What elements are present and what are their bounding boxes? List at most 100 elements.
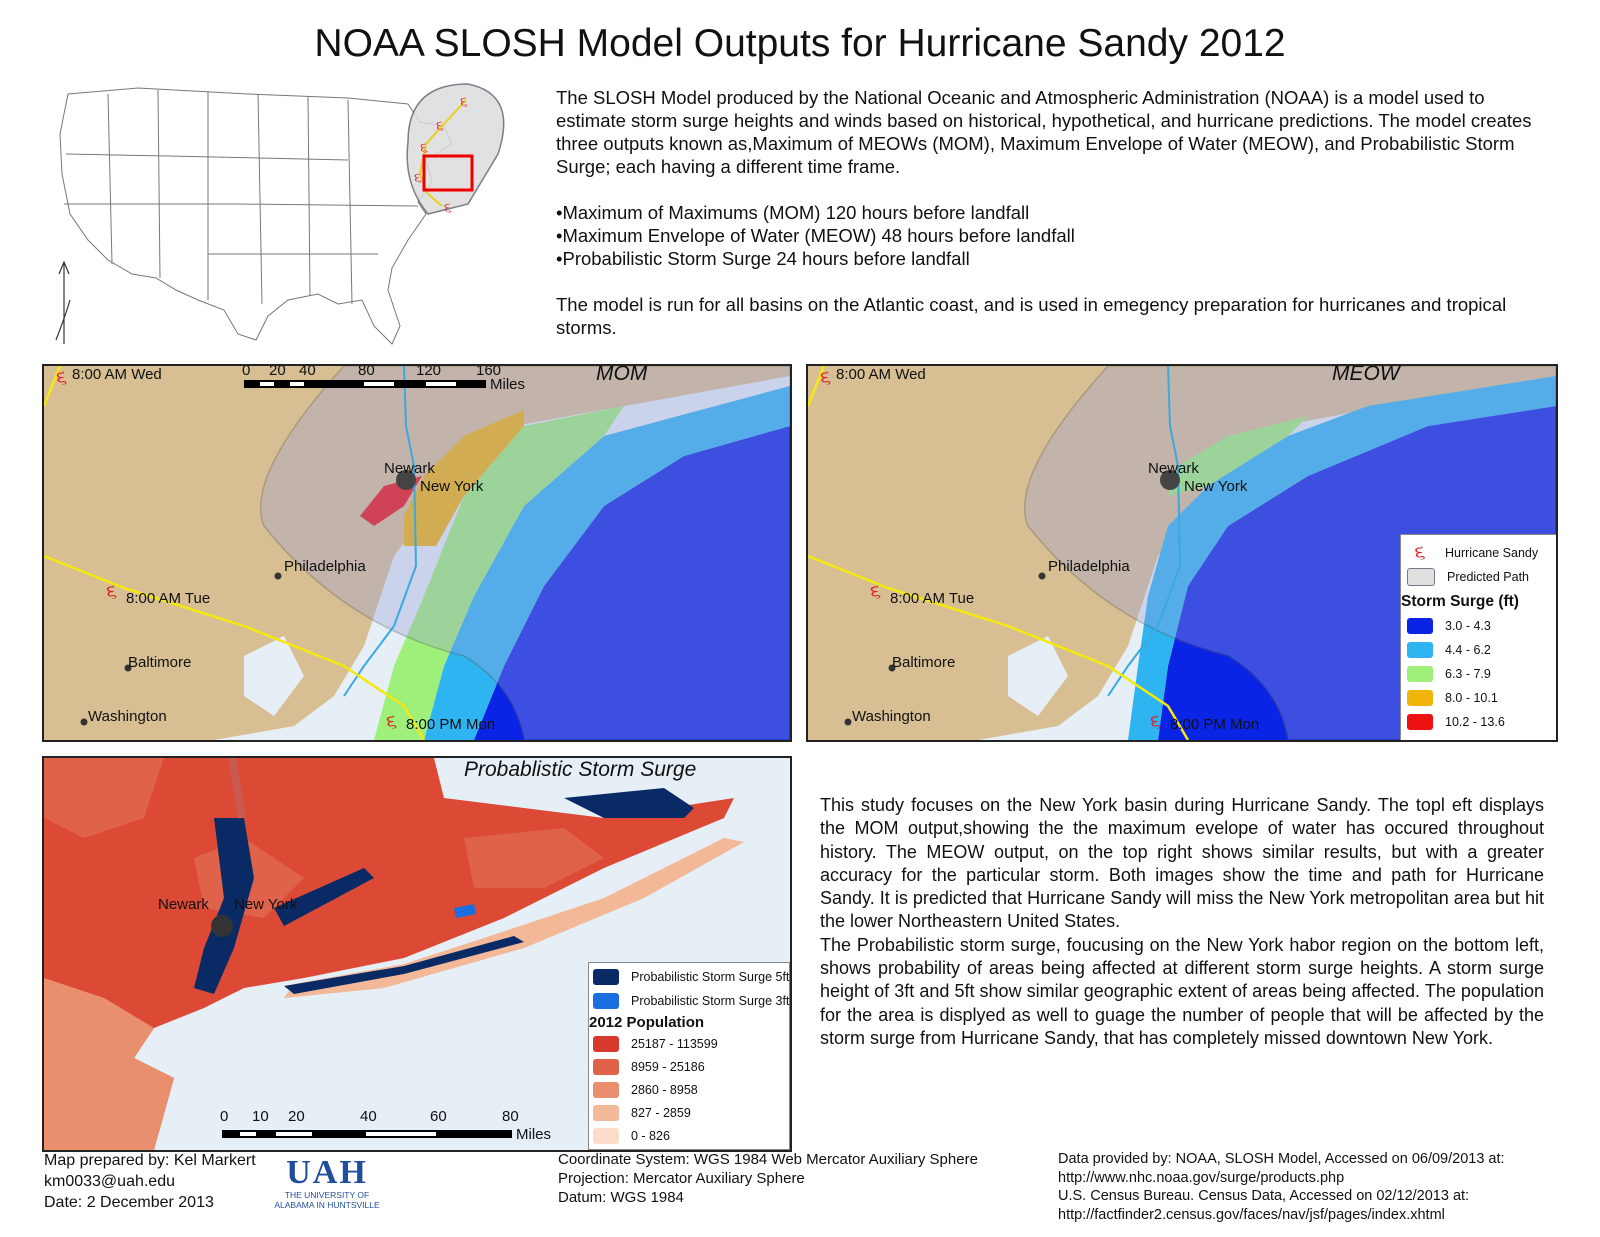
poster-title: NOAA SLOSH Model Outputs for Hurricane S…	[314, 22, 1286, 65]
city-new-york: New York	[420, 478, 484, 495]
svg-text:૬: ૬	[870, 579, 881, 603]
scale-tick: 120	[416, 364, 442, 379]
surge-swatch	[1407, 666, 1433, 682]
svg-text:૬: ૬	[436, 118, 444, 134]
surge-3ft	[454, 904, 476, 918]
us-outline	[59, 87, 453, 345]
pop-class: 25187 - 113599	[631, 1036, 718, 1051]
legend-hurricane: Hurricane Sandy	[1445, 546, 1539, 560]
scale-tick: 40	[299, 364, 316, 379]
scale-bar	[222, 1130, 512, 1138]
mom-title: MOM	[596, 364, 648, 385]
legend-surge3: Probabilistic Storm Surge 3ft	[631, 994, 790, 1008]
scale-tick: 20	[288, 1108, 305, 1125]
track-label-mon: 8:00 PM Mon	[406, 716, 496, 733]
land	[44, 366, 790, 740]
scale-tick: 80	[358, 364, 375, 379]
pop-class: 2860 - 8958	[631, 1082, 698, 1097]
svg-text:૬: ૬	[1150, 709, 1161, 733]
study-area-box	[422, 154, 474, 192]
uah-logo-mark: UAH	[286, 1154, 368, 1191]
svg-text:૬: ૬	[820, 366, 831, 389]
legend-path: Predicted Path	[1447, 570, 1529, 584]
intro-bullets: •Maximum of Maximums (MOM) 120 hours bef…	[556, 201, 1556, 270]
svg-text:૬: ૬	[420, 140, 428, 156]
city-newark: Newark	[384, 460, 435, 477]
svg-text:૬: ૬	[414, 170, 422, 186]
svg-text:૬: ૬	[386, 709, 397, 733]
pop-swatch	[593, 1058, 619, 1075]
predicted-path-cone	[259, 366, 790, 740]
source-census: U.S. Census Bureau. Census Data, Accesse…	[1058, 1188, 1470, 1204]
scale-unit: Miles	[516, 1126, 552, 1143]
uah-line2: ALABAMA IN HUNTSVILLE	[274, 1200, 380, 1210]
surge-swatch	[1407, 618, 1433, 634]
city-newark: Newark	[158, 896, 209, 913]
surge-class: 8.0 - 10.1	[1445, 691, 1498, 705]
meow-title: MEOW	[1332, 364, 1400, 385]
sources-block: Data provided by: NOAA, SLOSH Model, Acc…	[1058, 1150, 1505, 1224]
city-philadelphia: Philadelphia	[284, 558, 366, 575]
svg-text:૬: ૬	[106, 579, 117, 603]
city-new-york: New York	[234, 896, 298, 913]
source-noaa: Data provided by: NOAA, SLOSH Model, Acc…	[1058, 1151, 1505, 1167]
hurricane-icon: ૬	[1414, 541, 1426, 564]
pop-class: 827 - 2859	[631, 1105, 691, 1120]
pop-swatch	[593, 1127, 619, 1144]
city-new-york: New York	[1184, 478, 1248, 495]
bullet-prob: •Probabilistic Storm Surge 24 hours befo…	[556, 248, 970, 269]
pop-swatch	[593, 1035, 619, 1052]
surge-class: 3.0 - 4.3	[1445, 619, 1491, 633]
intro-text: The SLOSH Model produced by the National…	[556, 86, 1556, 362]
author-block: Map prepared by: Kel Markert km0033@uah.…	[44, 1150, 256, 1213]
study-text: This study focuses on the New York basin…	[820, 794, 1544, 1050]
uah-line1: THE UNIVERSITY OF	[284, 1190, 370, 1200]
pop-swatch	[593, 1081, 619, 1098]
pop-class: 8959 - 25186	[631, 1059, 705, 1074]
city-baltimore: Baltimore	[128, 654, 192, 671]
scale-tick: 0	[242, 364, 251, 379]
scale-bar	[244, 380, 486, 388]
svg-text:૬: ૬	[460, 94, 468, 110]
source-noaa-url: http://www.nhc.noaa.gov/surge/products.p…	[1058, 1169, 1345, 1186]
scale-unit: Miles	[490, 376, 526, 393]
legend-surge5: Probabilistic Storm Surge 5ft	[631, 970, 790, 984]
scale-tick: 10	[252, 1108, 269, 1125]
track-label-tue: 8:00 AM Tue	[126, 590, 211, 607]
scale-tick: 20	[269, 364, 286, 379]
svg-text:૬: ૬	[444, 200, 452, 216]
prepared-by: Map prepared by: Kel Markert	[44, 1152, 256, 1169]
svg-text:૬: ૬	[56, 366, 67, 389]
source-census-url: http://factfinder2.census.gov/faces/nav/…	[1058, 1206, 1445, 1223]
pop-class: 0 - 826	[631, 1128, 670, 1143]
surge-class: 4.4 - 6.2	[1445, 643, 1491, 657]
predicted-path-overview	[406, 83, 505, 215]
city-washington: Washington	[88, 708, 167, 725]
study-paragraph-2: The Probabilistic storm surge, foucusing…	[820, 934, 1544, 1048]
surge-swatch	[1407, 642, 1433, 658]
pop-swatch	[593, 1104, 619, 1121]
bullet-mom: •Maximum of Maximums (MOM) 120 hours bef…	[556, 202, 1030, 223]
track-label-tue: 8:00 AM Tue	[890, 590, 975, 607]
prob-title: Probablistic Storm Surge	[464, 758, 697, 781]
mom-map: ૬ ૬ ૬ MOM 0 20 40 80 120 160 Miles 8:00 AM…	[42, 364, 792, 742]
scale-tick: 80	[502, 1108, 519, 1125]
projection-block: Coordinate System: WGS 1984 Web Mercator…	[558, 1150, 978, 1207]
surge3-swatch	[593, 993, 619, 1009]
bullet-meow: •Maximum Envelope of Water (MEOW) 48 hou…	[556, 225, 1075, 246]
surge-5ft	[194, 818, 254, 994]
study-paragraph-1: This study focuses on the New York basin…	[820, 795, 1544, 932]
city-newark: Newark	[1148, 460, 1199, 477]
scale-tick: 160	[476, 364, 502, 379]
scale-tick: 40	[360, 1108, 377, 1125]
path-swatch	[1407, 568, 1435, 586]
population-legend: Probabilistic Storm Surge 5ft Probabilis…	[588, 962, 790, 1150]
legend-pop-heading: 2012 Population	[589, 1014, 705, 1031]
city-baltimore: Baltimore	[892, 654, 956, 671]
north-arrow	[55, 260, 71, 344]
surge-legend: ૬ Hurricane Sandy Predicted Path Storm S…	[1400, 534, 1556, 740]
intro-paragraph: The SLOSH Model produced by the National…	[556, 87, 1532, 177]
intro-paragraph-2: The model is run for all basins on the A…	[556, 294, 1507, 338]
surge5-swatch	[593, 969, 619, 985]
